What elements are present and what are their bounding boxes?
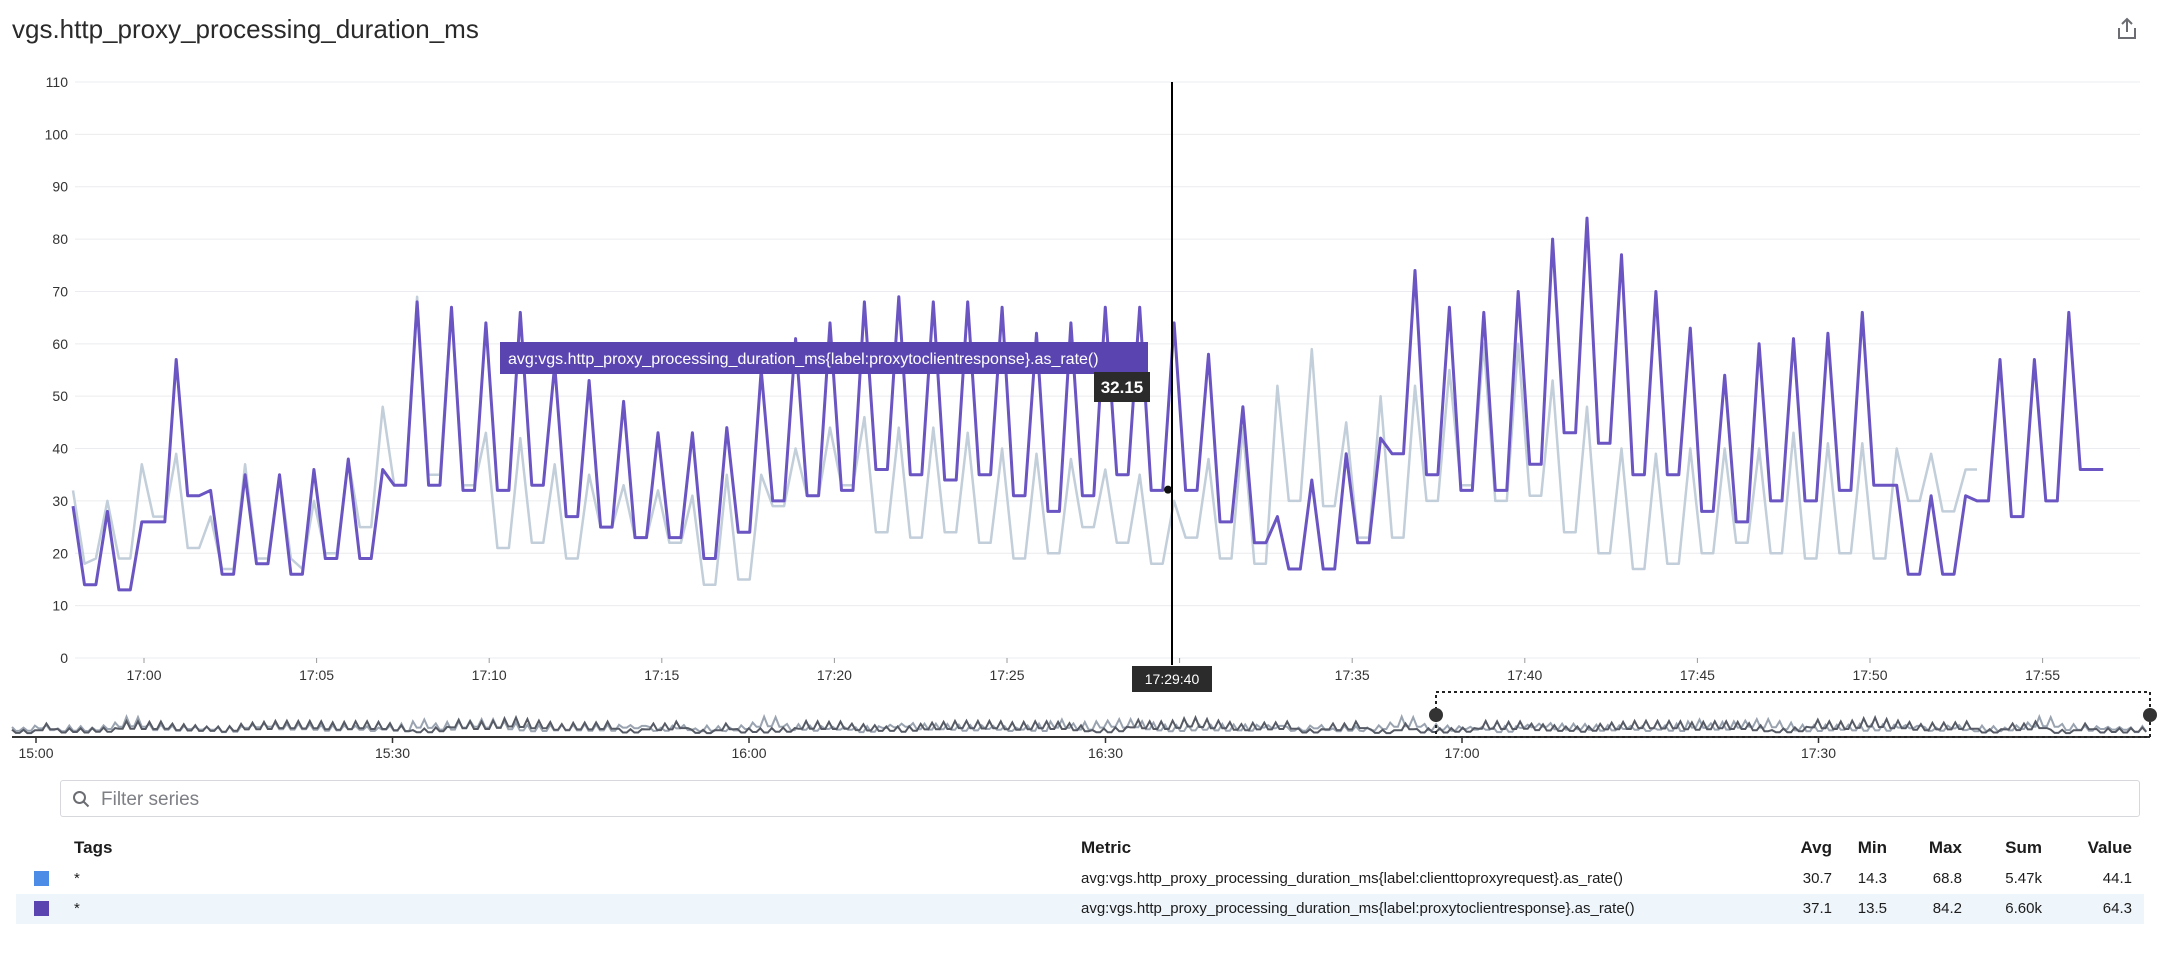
row-metric: avg:vgs.http_proxy_processing_duration_m… <box>1081 900 1635 917</box>
row-value: 44.1 <box>2102 870 2132 887</box>
series-line-clienttoproxyrequest[interactable] <box>71 295 1977 586</box>
y-tick-label: 50 <box>52 388 68 404</box>
x-tick-label: 17:35 <box>1335 667 1370 683</box>
x-tick-label: 17:20 <box>817 667 852 683</box>
x-tick-label: 17:55 <box>2025 667 2060 683</box>
series-legend-table: Tags Metric Avg Min Max Sum Value * avg:… <box>16 834 2144 924</box>
hover-time-badge: 17:29:40 <box>1132 666 1212 692</box>
navigator-tick-label: 15:00 <box>18 745 53 758</box>
row-sum: 6.60k <box>2005 900 2042 917</box>
y-tick-label: 80 <box>52 231 68 247</box>
x-tick-label: 17:25 <box>989 667 1024 683</box>
x-tick-label: 17:05 <box>299 667 334 683</box>
y-tick-label: 0 <box>60 650 68 666</box>
navigator-left-handle[interactable] <box>1429 708 1443 722</box>
navigator-tick-label: 15:30 <box>375 745 410 758</box>
y-tick-label: 40 <box>52 441 68 457</box>
main-timeseries-chart[interactable]: 0 10 20 30 40 50 60 70 80 90 100 110 17:00 17:05 17:1… <box>0 60 2164 700</box>
series-color-swatch[interactable] <box>34 901 49 916</box>
y-tick-label: 90 <box>52 179 68 195</box>
search-icon <box>73 791 90 808</box>
header-avg[interactable]: Avg <box>1800 838 1833 857</box>
navigator-right-handle[interactable] <box>2143 708 2157 722</box>
y-tick-label: 100 <box>45 126 69 142</box>
x-tick-label: 17:00 <box>126 667 161 683</box>
x-tick-label: 17:45 <box>1680 667 1715 683</box>
row-min: 13.5 <box>1857 900 1887 917</box>
x-tick-label: 17:40 <box>1507 667 1542 683</box>
header-value[interactable]: Value <box>2087 838 2132 857</box>
x-tick-label: 17:15 <box>644 667 679 683</box>
row-avg: 37.1 <box>1802 900 1832 917</box>
row-tags: * <box>74 870 80 887</box>
y-tick-label: 20 <box>52 545 68 561</box>
navigator-series-b <box>11 714 2147 735</box>
navigator-tick-label: 16:30 <box>1088 745 1123 758</box>
hover-tooltip: avg:vgs.http_proxy_processing_duration_m… <box>500 342 1148 374</box>
row-value: 64.3 <box>2102 900 2132 917</box>
filter-series-input[interactable] <box>99 785 2003 814</box>
series-color-swatch[interactable] <box>34 871 49 886</box>
header-max[interactable]: Max <box>1928 838 1962 857</box>
x-tick-label: 17:10 <box>472 667 507 683</box>
x-tick-label: 17:50 <box>1852 667 1887 683</box>
navigator-series-a <box>11 713 2148 734</box>
row-sum: 5.47k <box>2005 870 2042 887</box>
row-max: 84.2 <box>1932 900 1962 917</box>
hover-point <box>1164 485 1172 494</box>
header-metric[interactable]: Metric <box>1081 838 1132 857</box>
legend-header-row: Tags Metric Avg Min Max Sum Value <box>16 834 2144 864</box>
y-tick-label: 70 <box>52 283 68 299</box>
navigator-overview-chart[interactable]: 15:00 15:30 16:00 16:30 17:00 17:30 <box>0 688 2164 758</box>
legend-row[interactable]: * avg:vgs.http_proxy_processing_duration… <box>16 894 2144 924</box>
hover-value-badge: 32.15 <box>1094 372 1150 402</box>
chart-title: vgs.http_proxy_processing_duration_ms <box>12 14 479 44</box>
y-tick-label: 60 <box>52 336 68 352</box>
share-export-icon[interactable] <box>2114 16 2140 42</box>
series-line-proxytoclientresponse[interactable] <box>71 216 2104 592</box>
filter-series-field[interactable] <box>60 780 2140 817</box>
y-tick-label: 110 <box>46 74 69 90</box>
tooltip-series-label: avg:vgs.http_proxy_processing_duration_m… <box>508 351 1099 368</box>
row-avg: 30.7 <box>1802 870 1832 887</box>
navigator-tick-label: 17:00 <box>1444 745 1479 758</box>
hover-value: 32.15 <box>1101 378 1144 397</box>
header-min[interactable]: Min <box>1857 838 1887 857</box>
navigator-tick-label: 17:30 <box>1801 745 1836 758</box>
y-tick-label: 10 <box>52 598 68 614</box>
y-axis-ticks: 0 10 20 30 40 50 60 70 80 90 100 110 <box>45 74 69 666</box>
row-tags: * <box>74 900 80 917</box>
hover-time: 17:29:40 <box>1145 671 1200 687</box>
y-tick-label: 30 <box>52 493 68 509</box>
row-min: 14.3 <box>1857 870 1887 887</box>
header-tags[interactable]: Tags <box>74 838 113 857</box>
legend-row[interactable]: * avg:vgs.http_proxy_processing_duration… <box>16 864 2144 894</box>
navigator-tick-label: 16:00 <box>731 745 766 758</box>
header-sum[interactable]: Sum <box>2005 838 2042 857</box>
navigator-x-ticks: 15:00 15:30 16:00 16:30 17:00 17:30 <box>18 737 1836 758</box>
x-axis-ticks: 17:0017:0517:1017:1517:2017:2517:3017:35… <box>126 658 2060 683</box>
row-max: 68.8 <box>1932 870 1962 887</box>
row-metric: avg:vgs.http_proxy_processing_duration_m… <box>1081 870 1623 887</box>
